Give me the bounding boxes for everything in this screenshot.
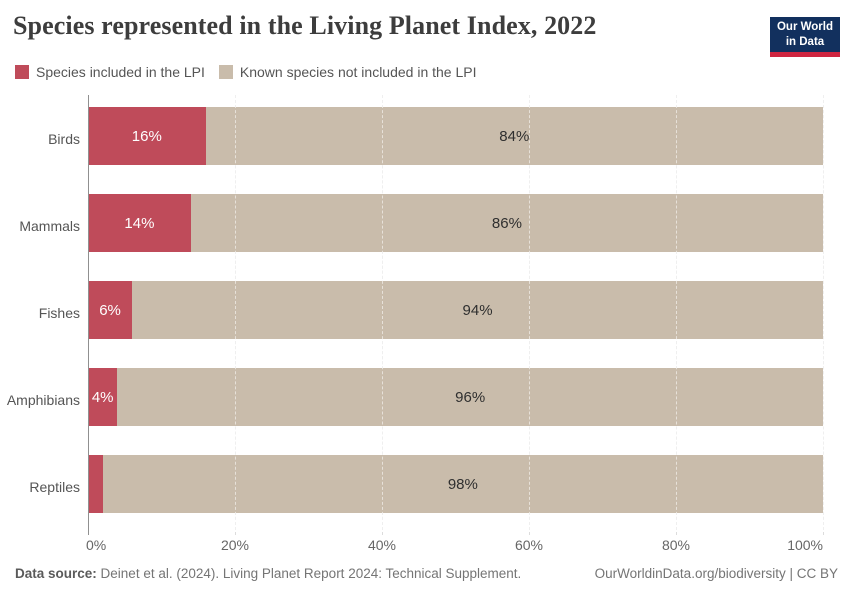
- owid-logo-line1: Our World: [776, 21, 833, 33]
- bar-segment-included: [88, 455, 103, 513]
- x-tick-label: 60%: [514, 537, 544, 553]
- bar-segment-excluded: 94%: [132, 281, 823, 339]
- footer: Data source: Deinet et al. (2024). Livin…: [15, 566, 838, 581]
- x-tick-label: 40%: [367, 537, 397, 553]
- owid-logo[interactable]: Our World in Data: [770, 17, 840, 57]
- legend-label-included: Species included in the LPI: [36, 64, 205, 80]
- bar-segment-excluded: 98%: [102, 455, 823, 513]
- legend-swatch-included: [15, 65, 29, 79]
- owid-credit-link[interactable]: OurWorldinData.org/biodiversity | CC BY: [594, 566, 838, 581]
- legend-item-excluded: Known species not included in the LPI: [218, 64, 477, 80]
- legend-swatch-excluded: [218, 65, 233, 79]
- stacked-bar: 14% 86%: [88, 194, 823, 252]
- bar-row: 4% 96%: [88, 356, 823, 443]
- gridline-overlay: [235, 95, 236, 530]
- bar-value-label: 86%: [491, 214, 522, 232]
- x-tick-label: 0%: [86, 537, 107, 553]
- bar-value-label: 94%: [462, 301, 493, 319]
- bar-segment-included: 4%: [88, 368, 118, 426]
- bar-row: 16% 84%: [88, 95, 823, 182]
- gridline-overlay: [823, 95, 824, 530]
- data-source-label: Data source:: [15, 566, 97, 581]
- bar-value-label: 16%: [131, 127, 162, 145]
- bar-segment-included: 6%: [88, 281, 133, 339]
- x-tick-label: 20%: [220, 537, 250, 553]
- bar-value-label: 98%: [447, 475, 478, 493]
- bar-row: 14% 86%: [88, 182, 823, 269]
- bar-value-label: 6%: [99, 301, 121, 319]
- stacked-bar: 16% 84%: [88, 107, 823, 165]
- category-label: Mammals: [19, 217, 80, 234]
- gridline-overlay: [382, 95, 383, 530]
- data-source-text: Deinet et al. (2024). Living Planet Repo…: [100, 566, 522, 581]
- legend-item-included: Species included in the LPI: [15, 64, 205, 80]
- bar-segment-included: 14%: [88, 194, 191, 252]
- bar-segment-included: 16%: [88, 107, 206, 165]
- bar-segment-excluded: 86%: [190, 194, 823, 252]
- bar-value-label: 4%: [91, 388, 114, 406]
- bar-value-label: 96%: [455, 388, 486, 406]
- legend-label-excluded: Known species not included in the LPI: [239, 64, 477, 80]
- plot-area: 16% 84% 14% 86% 6% 94% 4% 96% 98%: [88, 95, 824, 535]
- bar-value-label: 14%: [124, 214, 155, 232]
- x-tick-label: 80%: [661, 537, 691, 553]
- y-axis-line: [88, 95, 89, 535]
- x-tick-label: 100%: [787, 537, 823, 553]
- stacked-bar: 98%: [88, 455, 823, 513]
- bar-row: 98%: [88, 443, 823, 530]
- category-label: Fishes: [38, 304, 80, 321]
- category-label: Reptiles: [29, 478, 80, 495]
- bar-segment-excluded: 96%: [117, 368, 823, 426]
- stacked-bar: 4% 96%: [88, 368, 823, 426]
- owid-logo-line2: in Data: [785, 36, 825, 48]
- legend: Species included in the LPI Known specie…: [15, 64, 477, 80]
- gridline-overlay: [529, 95, 530, 530]
- gridline-overlay: [676, 95, 677, 530]
- category-label: Amphibians: [6, 391, 80, 408]
- data-source-note: Data source: Deinet et al. (2024). Livin…: [15, 566, 521, 581]
- category-axis: Birds Mammals Fishes Amphibians Reptiles: [0, 95, 80, 530]
- bar-row: 6% 94%: [88, 269, 823, 356]
- category-label: Birds: [48, 130, 80, 147]
- bar-value-label: 84%: [499, 127, 530, 145]
- bar-segment-excluded: 84%: [205, 107, 823, 165]
- stacked-bar: 6% 94%: [88, 281, 823, 339]
- page-title: Species represented in the Living Planet…: [13, 11, 597, 40]
